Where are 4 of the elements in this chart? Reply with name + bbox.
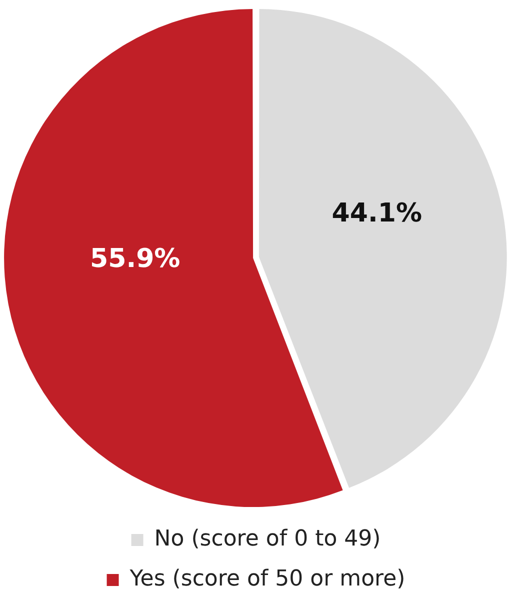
legend-label: Yes (score of 50 or more) [128,566,406,592]
data-label: 55.9% [90,244,180,274]
data-label: 44.1% [332,198,422,229]
legend-label: No (score of 0 to 49) [154,526,381,552]
